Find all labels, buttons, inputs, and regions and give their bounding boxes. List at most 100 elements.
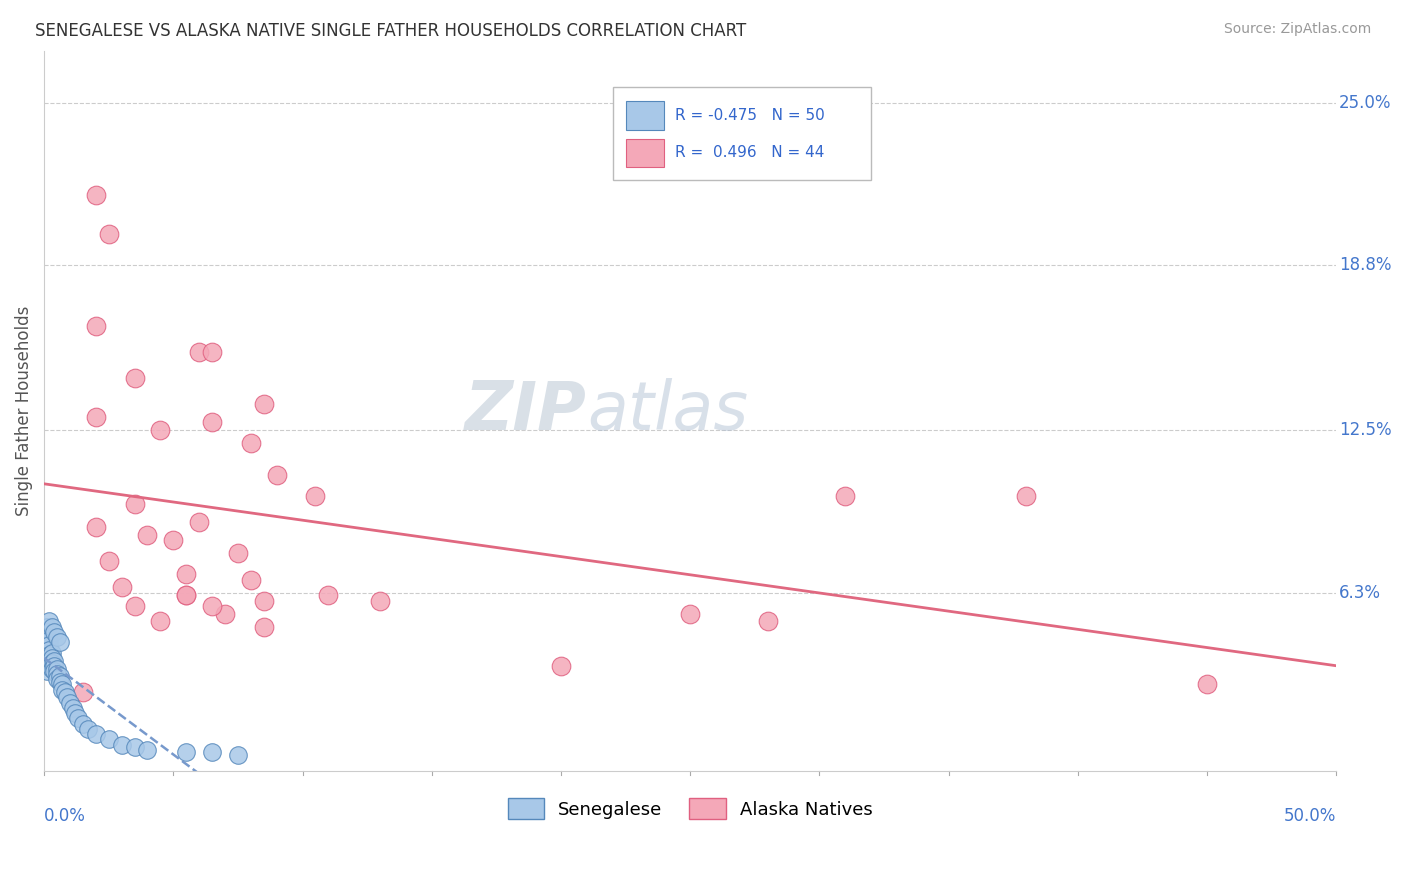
Point bbox=[550, 659, 572, 673]
Point bbox=[368, 593, 391, 607]
Point bbox=[72, 685, 94, 699]
Text: atlas: atlas bbox=[586, 377, 748, 443]
Text: SENEGALESE VS ALASKA NATIVE SINGLE FATHER HOUSEHOLDS CORRELATION CHART: SENEGALESE VS ALASKA NATIVE SINGLE FATHE… bbox=[35, 22, 747, 40]
Point bbox=[97, 227, 120, 241]
FancyBboxPatch shape bbox=[626, 101, 664, 130]
Point bbox=[834, 489, 856, 503]
Point bbox=[188, 515, 211, 529]
Point bbox=[174, 588, 197, 602]
Point bbox=[84, 727, 107, 741]
Text: 50.0%: 50.0% bbox=[1284, 806, 1336, 825]
Point bbox=[124, 371, 146, 385]
Point bbox=[35, 659, 58, 673]
Point bbox=[201, 745, 224, 759]
Point bbox=[239, 436, 262, 450]
Text: Source: ZipAtlas.com: Source: ZipAtlas.com bbox=[1223, 22, 1371, 37]
Point bbox=[51, 677, 73, 691]
Point bbox=[38, 615, 60, 629]
Point bbox=[35, 654, 58, 668]
Point bbox=[239, 573, 262, 587]
Point bbox=[38, 654, 60, 668]
Point bbox=[38, 648, 60, 663]
Point bbox=[56, 690, 79, 705]
Point bbox=[35, 643, 58, 657]
Point bbox=[226, 546, 249, 560]
Point bbox=[77, 722, 100, 736]
Point bbox=[111, 738, 134, 752]
Point bbox=[162, 533, 184, 548]
Point bbox=[124, 599, 146, 613]
Point bbox=[136, 528, 159, 542]
Point bbox=[201, 599, 224, 613]
Legend: Senegalese, Alaska Natives: Senegalese, Alaska Natives bbox=[501, 791, 880, 827]
Point bbox=[1195, 677, 1218, 691]
Y-axis label: Single Father Households: Single Father Households bbox=[15, 305, 32, 516]
FancyBboxPatch shape bbox=[626, 138, 664, 168]
Point bbox=[35, 648, 58, 663]
Point bbox=[41, 662, 63, 676]
Text: 6.3%: 6.3% bbox=[1339, 583, 1381, 601]
Point bbox=[84, 520, 107, 534]
Point bbox=[35, 635, 58, 649]
Point bbox=[41, 646, 63, 660]
Point bbox=[46, 666, 69, 681]
Text: R = -0.475   N = 50: R = -0.475 N = 50 bbox=[675, 108, 824, 123]
Point bbox=[214, 607, 236, 621]
Point bbox=[84, 187, 107, 202]
Point bbox=[35, 630, 58, 644]
Point bbox=[35, 624, 58, 639]
Point bbox=[149, 615, 172, 629]
Point bbox=[97, 554, 120, 568]
Point bbox=[174, 745, 197, 759]
Point bbox=[41, 657, 63, 671]
Point bbox=[46, 672, 69, 686]
Point bbox=[48, 635, 70, 649]
Point bbox=[188, 344, 211, 359]
Text: 18.8%: 18.8% bbox=[1339, 256, 1392, 275]
Point bbox=[111, 581, 134, 595]
Point bbox=[44, 664, 66, 678]
Point bbox=[201, 416, 224, 430]
Point bbox=[174, 588, 197, 602]
Point bbox=[679, 607, 702, 621]
Point bbox=[318, 588, 340, 602]
Point bbox=[201, 344, 224, 359]
Point bbox=[72, 716, 94, 731]
Point bbox=[35, 664, 58, 678]
Point bbox=[63, 706, 86, 720]
Point bbox=[97, 732, 120, 747]
Point bbox=[136, 743, 159, 757]
Point bbox=[44, 624, 66, 639]
Point bbox=[44, 654, 66, 668]
Point bbox=[38, 632, 60, 647]
Point bbox=[35, 638, 58, 652]
Point bbox=[124, 497, 146, 511]
Text: 25.0%: 25.0% bbox=[1339, 94, 1392, 112]
Text: 12.5%: 12.5% bbox=[1339, 421, 1392, 440]
Point bbox=[38, 643, 60, 657]
Point bbox=[46, 630, 69, 644]
Point bbox=[48, 669, 70, 683]
Point bbox=[149, 423, 172, 437]
Point bbox=[46, 662, 69, 676]
Point bbox=[253, 593, 276, 607]
Point bbox=[174, 567, 197, 582]
Point bbox=[59, 696, 82, 710]
Point bbox=[66, 711, 89, 725]
Point bbox=[253, 397, 276, 411]
Point bbox=[41, 651, 63, 665]
Point bbox=[756, 615, 779, 629]
Point bbox=[253, 620, 276, 634]
FancyBboxPatch shape bbox=[613, 87, 872, 180]
Point bbox=[38, 638, 60, 652]
Point bbox=[35, 620, 58, 634]
Point bbox=[53, 685, 76, 699]
Point bbox=[226, 747, 249, 762]
Point bbox=[41, 620, 63, 634]
Point bbox=[266, 467, 288, 482]
Point bbox=[124, 740, 146, 755]
Text: 0.0%: 0.0% bbox=[44, 806, 86, 825]
Point bbox=[62, 701, 84, 715]
Point bbox=[1015, 489, 1038, 503]
Point bbox=[44, 659, 66, 673]
